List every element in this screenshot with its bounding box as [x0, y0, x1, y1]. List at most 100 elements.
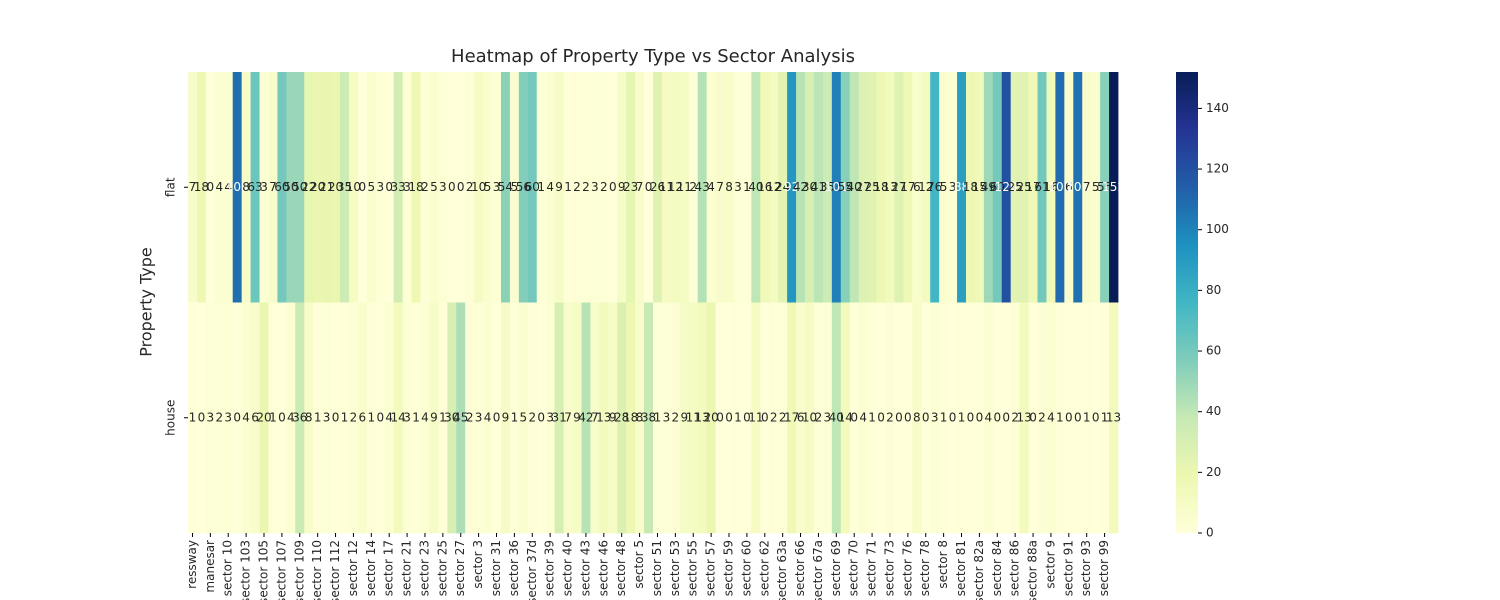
- cell-annotation: 4: [224, 180, 232, 194]
- cell-annotation: 25: [864, 180, 879, 194]
- x-tick-label: sector 110: [310, 540, 324, 600]
- cell-annotation: 3: [439, 180, 447, 194]
- cell-annotation: 5: [430, 180, 438, 194]
- heatmap-cell: [286, 302, 296, 534]
- heatmap-cell: [268, 72, 278, 303]
- chart-title: Heatmap of Property Type vs Sector Analy…: [451, 46, 855, 67]
- x-tick-label: sector 3: [471, 540, 485, 589]
- heatmap-cell: [420, 72, 430, 303]
- cell-annotation: 40: [748, 180, 763, 194]
- heatmap-cell: [670, 72, 681, 303]
- heatmap-cell: [715, 302, 725, 534]
- heatmap-cell: [1073, 302, 1083, 534]
- heatmap-cell: [375, 302, 386, 534]
- cell-annotation: 45: [453, 410, 468, 424]
- heatmap-cell: [822, 72, 833, 303]
- heatmap-cell: [760, 302, 770, 534]
- cell-annotation: 1: [1101, 410, 1109, 424]
- cell-annotation: 2: [421, 180, 429, 194]
- heatmap-cell: [322, 302, 332, 534]
- heatmap-cell: [796, 72, 806, 303]
- cell-annotation: 8: [913, 410, 921, 424]
- heatmap-cell: [885, 72, 895, 303]
- heatmap-cell: [465, 72, 475, 303]
- cell-annotation: 40: [829, 410, 844, 424]
- cell-annotation: 92: [784, 180, 799, 194]
- heatmap-cell: [196, 302, 207, 534]
- colorbar-tick-label: 100: [1206, 222, 1229, 236]
- cell-annotation: 0: [207, 180, 215, 194]
- cell-annotation: 11: [686, 410, 701, 424]
- cell-annotation: 13: [695, 410, 710, 424]
- heatmap-cell: [393, 72, 404, 303]
- cell-annotation: 3: [207, 410, 215, 424]
- cell-annotation: 7: [591, 410, 599, 424]
- heatmap-cell: [617, 302, 627, 534]
- cell-annotation: 0: [922, 410, 930, 424]
- cell-annotation: 1: [314, 410, 322, 424]
- x-tick-label: sector 63a: [775, 540, 789, 600]
- x-tick-label: sector 27: [453, 540, 467, 596]
- x-tick-label: sector 43: [578, 540, 592, 596]
- heatmap-cell: [474, 72, 484, 303]
- heatmap-cell: [1001, 72, 1012, 303]
- cell-annotation: 2: [600, 180, 608, 194]
- cell-annotation: 9: [430, 410, 438, 424]
- cell-annotation: 9: [502, 410, 510, 424]
- cell-annotation: 11: [748, 410, 763, 424]
- heatmap-cell: [1082, 72, 1092, 303]
- cell-annotation: 3: [663, 410, 671, 424]
- cell-annotation: 5: [940, 180, 948, 194]
- cell-annotation: 12: [918, 180, 933, 194]
- heatmap-cell: [581, 302, 591, 534]
- cell-annotation: 1: [367, 410, 375, 424]
- y-tick-label: flat: [164, 177, 178, 197]
- heatmap-cell: [313, 72, 323, 303]
- cell-annotation: 41: [811, 180, 826, 194]
- heatmap-cell: [384, 72, 395, 303]
- cell-annotation: 43: [695, 180, 710, 194]
- heatmap-cell: [563, 302, 573, 534]
- cell-annotation: 5: [511, 180, 519, 194]
- x-tick-label: sector 37d: [525, 540, 539, 600]
- heatmap-cell: [715, 72, 725, 303]
- cell-annotation: 56: [516, 180, 531, 194]
- heatmap-cell: [697, 72, 708, 303]
- heatmap-cell: [1064, 302, 1074, 534]
- heatmap-cell: [340, 302, 350, 534]
- cell-annotation: 120: [995, 180, 1018, 194]
- cell-annotation: 2: [672, 410, 680, 424]
- heatmap-cell: [599, 302, 609, 534]
- heatmap-cell: [688, 72, 699, 303]
- heatmap-cell: [366, 302, 377, 534]
- heatmap-cell: [974, 302, 985, 534]
- cell-annotation: 2: [215, 410, 223, 424]
- cell-annotation: 3: [475, 410, 483, 424]
- x-tick-label: sector 40: [561, 540, 575, 596]
- cell-annotation: 61: [1034, 180, 1049, 194]
- cell-annotation: 2: [770, 410, 778, 424]
- heatmap-cell: [706, 72, 716, 303]
- heatmap-cell: [545, 302, 556, 534]
- heatmap-cell: [885, 302, 895, 534]
- heatmap-cell: [1019, 72, 1029, 303]
- heatmap-cell: [1010, 302, 1021, 534]
- cell-annotation: 27: [891, 180, 906, 194]
- heatmap-cell: [769, 302, 779, 534]
- heatmap-cell: [1109, 72, 1119, 303]
- heatmap-cell: [644, 72, 654, 303]
- heatmap-cell: [259, 72, 269, 303]
- cell-annotation: 0: [877, 410, 885, 424]
- cell-annotation: 1: [439, 410, 447, 424]
- heatmap-cell: [840, 72, 851, 303]
- heatmap-cell: [742, 302, 752, 534]
- heatmap-cell: [644, 302, 654, 534]
- cell-annotation: 30: [444, 410, 459, 424]
- cell-annotation: 25: [1008, 180, 1023, 194]
- cell-annotation: 0: [385, 180, 393, 194]
- cell-annotation: 55: [838, 180, 853, 194]
- heatmap-cell: [304, 302, 314, 534]
- colorbar-tick-label: 140: [1206, 101, 1229, 115]
- cell-annotation: 1: [189, 410, 197, 424]
- heatmap-cell: [250, 302, 260, 534]
